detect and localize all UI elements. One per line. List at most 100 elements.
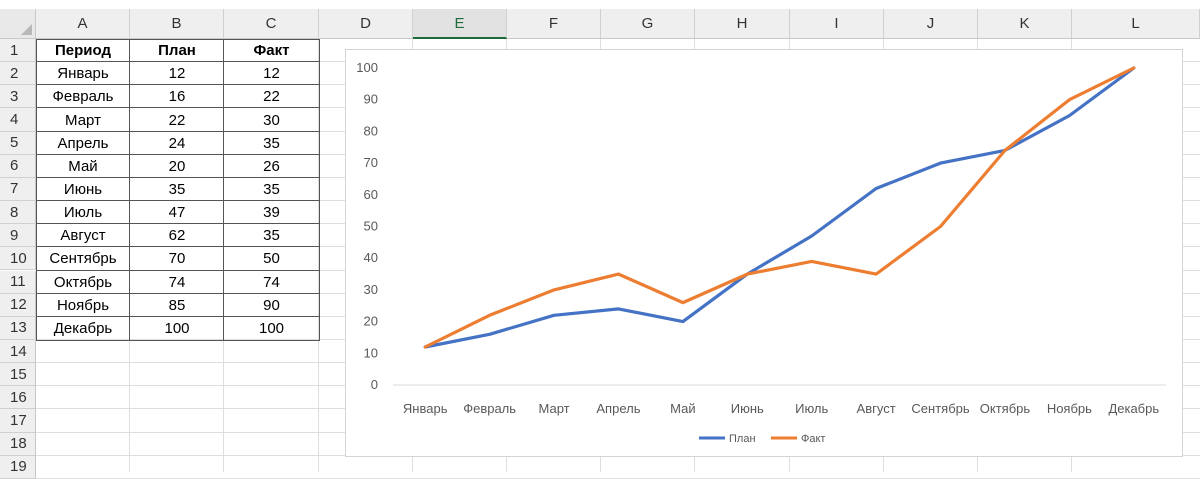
table-cell[interactable]: 30 — [224, 108, 319, 131]
table-cell[interactable]: 24 — [130, 132, 224, 155]
y-tick-label: 0 — [371, 377, 378, 392]
table-cell[interactable]: 39 — [224, 201, 319, 224]
x-tick-label: Сентябрь — [911, 401, 969, 416]
series-line-fact — [425, 68, 1134, 347]
y-tick-label: 100 — [356, 60, 378, 75]
table-cell[interactable]: Декабрь — [36, 317, 130, 340]
table-border-line — [36, 131, 319, 132]
x-tick-label: Июнь — [731, 401, 764, 416]
table-border-line — [36, 316, 319, 317]
column-header-l[interactable]: L — [1072, 9, 1200, 39]
table-border-line — [36, 270, 319, 271]
y-tick-label: 50 — [364, 219, 378, 234]
table-cell[interactable]: 35 — [224, 132, 319, 155]
table-cell[interactable]: 62 — [130, 224, 224, 247]
table-cell[interactable]: 90 — [224, 294, 319, 317]
row-header-13[interactable]: 13 — [0, 317, 36, 340]
table-cell[interactable]: 100 — [130, 317, 224, 340]
table-border-line — [36, 246, 319, 247]
table-cell[interactable]: Март — [36, 108, 130, 131]
row-header-5[interactable]: 5 — [0, 132, 36, 155]
table-header-cell[interactable]: План — [130, 39, 224, 62]
row-header-4[interactable]: 4 — [0, 108, 36, 131]
table-cell[interactable]: 85 — [130, 294, 224, 317]
y-tick-label: 90 — [364, 92, 378, 107]
table-cell[interactable]: 35 — [130, 178, 224, 201]
table-cell[interactable]: Сентябрь — [36, 247, 130, 270]
x-tick-label: Ноябрь — [1047, 401, 1092, 416]
legend-label: План — [729, 433, 756, 445]
column-header-c[interactable]: C — [224, 9, 319, 39]
series-line-plan — [425, 68, 1134, 347]
row-header-7[interactable]: 7 — [0, 178, 36, 201]
table-cell[interactable]: 12 — [130, 62, 224, 85]
y-tick-label: 30 — [364, 282, 378, 297]
row-header-17[interactable]: 17 — [0, 409, 36, 432]
x-tick-label: Февраль — [463, 401, 516, 416]
row-header-16[interactable]: 16 — [0, 386, 36, 409]
column-header-b[interactable]: B — [130, 9, 224, 39]
table-cell[interactable]: 70 — [130, 247, 224, 270]
column-header-k[interactable]: K — [978, 9, 1072, 39]
row-header-12[interactable]: 12 — [0, 294, 36, 317]
table-cell[interactable]: 47 — [130, 201, 224, 224]
table-cell[interactable]: 22 — [224, 85, 319, 108]
row-header-8[interactable]: 8 — [0, 201, 36, 224]
y-tick-label: 60 — [364, 187, 378, 202]
table-cell[interactable]: 26 — [224, 155, 319, 178]
table-cell[interactable]: Август — [36, 224, 130, 247]
column-header-a[interactable]: A — [36, 9, 130, 39]
table-border-line — [36, 61, 319, 62]
table-cell[interactable]: Январь — [36, 62, 130, 85]
column-header-d[interactable]: D — [319, 9, 413, 39]
select-all-button[interactable] — [0, 9, 36, 39]
row-header-14[interactable]: 14 — [0, 340, 36, 363]
table-cell[interactable]: 35 — [224, 224, 319, 247]
y-tick-label: 70 — [364, 155, 378, 170]
column-header-i[interactable]: I — [790, 9, 884, 39]
table-header-cell[interactable]: Факт — [224, 39, 319, 62]
table-cell[interactable]: Апрель — [36, 132, 130, 155]
table-cell[interactable]: Октябрь — [36, 271, 130, 294]
table-cell[interactable]: 50 — [224, 247, 319, 270]
table-cell[interactable]: Февраль — [36, 85, 130, 108]
column-header-f[interactable]: F — [507, 9, 601, 39]
table-header-cell[interactable]: Период — [36, 39, 130, 62]
table-cell[interactable]: Ноябрь — [36, 294, 130, 317]
table-cell[interactable]: 16 — [130, 85, 224, 108]
row-header-10[interactable]: 10 — [0, 247, 36, 270]
table-cell[interactable]: 22 — [130, 108, 224, 131]
y-tick-label: 80 — [364, 123, 378, 138]
x-tick-label: Январь — [403, 401, 448, 416]
column-header-h[interactable]: H — [695, 9, 790, 39]
table-cell[interactable]: 12 — [224, 62, 319, 85]
column-header-g[interactable]: G — [601, 9, 695, 39]
row-header-18[interactable]: 18 — [0, 433, 36, 456]
row-header-15[interactable]: 15 — [0, 363, 36, 386]
column-header-e[interactable]: E — [413, 9, 507, 39]
table-cell[interactable]: 100 — [224, 317, 319, 340]
row-header-1[interactable]: 1 — [0, 39, 36, 62]
row-header-9[interactable]: 9 — [0, 224, 36, 247]
x-tick-label: Апрель — [596, 401, 640, 416]
row-header-19[interactable]: 19 — [0, 456, 36, 479]
table-cell[interactable]: Июнь — [36, 178, 130, 201]
table-cell[interactable]: 20 — [130, 155, 224, 178]
table-cell[interactable]: Июль — [36, 201, 130, 224]
row-header-3[interactable]: 3 — [0, 85, 36, 108]
table-cell[interactable]: Май — [36, 155, 130, 178]
column-header-j[interactable]: J — [884, 9, 978, 39]
row-header-6[interactable]: 6 — [0, 155, 36, 178]
table-cell[interactable]: 35 — [224, 178, 319, 201]
table-cell[interactable]: 74 — [224, 271, 319, 294]
row-header-2[interactable]: 2 — [0, 62, 36, 85]
table-border-line — [36, 293, 319, 294]
row-header-11[interactable]: 11 — [0, 271, 36, 294]
table-border-line — [36, 177, 319, 178]
table-border-line — [36, 200, 319, 201]
table-border-line — [36, 84, 319, 85]
table-cell[interactable]: 74 — [130, 271, 224, 294]
